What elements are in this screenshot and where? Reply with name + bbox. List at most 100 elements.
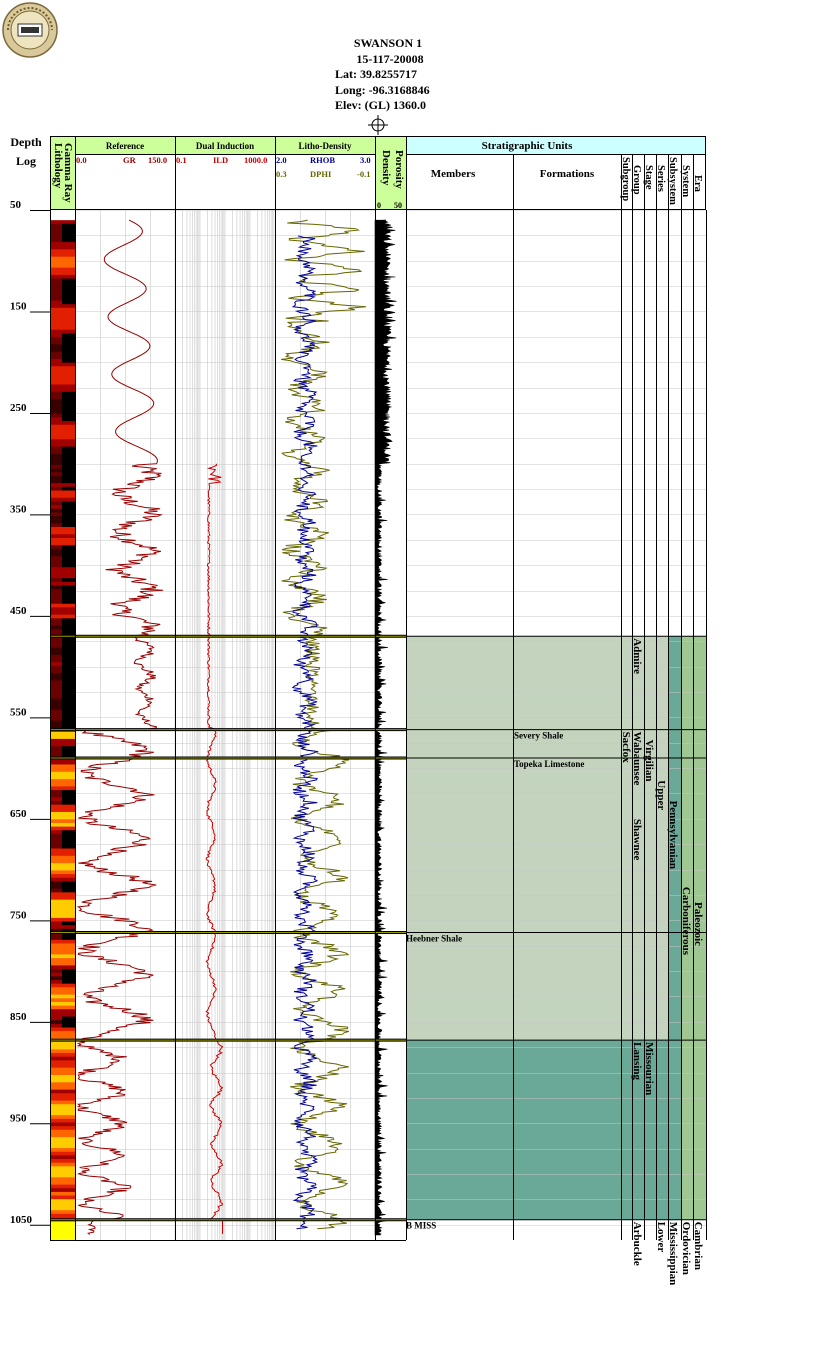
gamma-color-band: [51, 231, 62, 236]
gamma-color-band: [51, 351, 62, 356]
lithology-band: [62, 1074, 75, 1080]
gamma-color-band: [51, 906, 62, 912]
gamma-color-band: [51, 746, 62, 751]
gamma-color-band: [51, 841, 62, 846]
lithology-band: [62, 702, 75, 707]
lithology-band: [62, 695, 75, 700]
lithology-band: [62, 1122, 75, 1127]
gamma-color-band: [51, 706, 62, 711]
lithology-band: [62, 961, 75, 966]
lithology-band: [62, 530, 75, 535]
lithology-column: [51, 220, 75, 1240]
lithology-band: [62, 1009, 75, 1014]
gamma-color-band: [51, 987, 62, 992]
lithology-band: [62, 906, 75, 912]
lithology-band: [62, 527, 75, 532]
por-max-label: 50: [394, 201, 402, 210]
lithology-band: [62, 1005, 75, 1010]
track-header-band: [75, 136, 406, 154]
lithology-band: [62, 512, 75, 517]
gamma-color-band: [51, 764, 62, 769]
lithology-band: [62, 1107, 75, 1113]
lithology-band: [62, 318, 75, 323]
lithology-band: [62, 366, 75, 371]
gamma-color-band: [51, 753, 62, 758]
gamma-color-band: [51, 1159, 62, 1164]
lithology-band: [62, 267, 75, 272]
gamma-color-band: [51, 950, 62, 955]
lithology-band: [62, 479, 75, 484]
rhob-max-label: 3.0: [360, 155, 371, 165]
lithology-band: [62, 1202, 75, 1208]
subsystem-label: Pennsylvanian: [667, 801, 679, 869]
gamma-color-band: [51, 892, 62, 897]
gamma-color-band: [51, 983, 62, 988]
lithology-band: [62, 1180, 75, 1186]
porosity-header-cell: [375, 136, 406, 210]
ild-curve: [205, 463, 224, 1234]
lithology-band: [62, 687, 75, 692]
gamma-color-band: [51, 223, 62, 228]
lithology-band: [62, 972, 75, 977]
lithology-band: [62, 351, 75, 356]
lithology-band: [62, 782, 75, 787]
gamma-color-band: [51, 1053, 62, 1058]
gamma-color-band: [51, 1162, 62, 1167]
subgroup-header: Subgroup: [620, 157, 631, 201]
lithology-band: [62, 983, 75, 988]
lithology-band: [62, 435, 75, 440]
gamma-color-band: [51, 874, 62, 879]
lithology-band: [62, 1078, 75, 1083]
gamma-color-band: [51, 1115, 62, 1120]
lithology-band: [62, 1111, 75, 1116]
gamma-color-band: [51, 1049, 62, 1054]
lithology-band: [62, 822, 75, 828]
subgroup-label: Sacfox: [620, 732, 632, 764]
gamma-color-band: [51, 640, 62, 645]
lithology-band: [62, 797, 75, 802]
gamma-color-band: [51, 271, 62, 276]
gamma-color-band: [51, 760, 62, 765]
lithology-band: [62, 654, 75, 660]
lithology-band: [62, 629, 75, 634]
gamma-color-band: [51, 596, 62, 601]
lithology-band: [62, 958, 75, 963]
lithology-band: [62, 300, 75, 305]
ild-min-label: 0.1: [176, 155, 187, 165]
lithology-band: [62, 348, 75, 353]
lithology-band: [62, 925, 75, 930]
gamma-color-band: [51, 1195, 62, 1200]
lithology-band: [62, 450, 75, 455]
lithology-band: [62, 410, 75, 415]
gamma-color-band: [51, 917, 62, 923]
gamma-color-band: [51, 651, 62, 656]
gamma-color-band: [51, 322, 62, 327]
formation-label: Severy Shale: [514, 731, 563, 741]
lithology-band: [62, 1045, 75, 1050]
gamma-color-band: [51, 1111, 62, 1116]
lithology-band: [62, 939, 75, 944]
gamma-color-band: [51, 581, 62, 586]
lithology-band: [62, 322, 75, 327]
gamma-color-band: [51, 358, 62, 364]
gamma-color-band: [51, 479, 62, 484]
gamma-color-band: [51, 1085, 62, 1091]
gamma-color-band: [51, 424, 62, 429]
gamma-color-band: [51, 932, 62, 937]
gamma-color-band: [51, 833, 62, 839]
lithology-band: [62, 965, 75, 970]
lithology-band: [62, 636, 75, 641]
lithology-band: [62, 541, 75, 546]
lithology-band: [62, 307, 75, 312]
lithology-band: [62, 866, 75, 871]
gamma-color-band: [51, 738, 62, 744]
era-label: Paleozoic: [692, 902, 704, 946]
gamma-color-band: [51, 446, 62, 451]
lithology-band: [62, 377, 75, 382]
header-borders: [50, 136, 706, 210]
gamma-color-band: [51, 600, 62, 605]
lithology-band: [62, 651, 75, 656]
arbuckle-dolomite: [51, 1221, 75, 1240]
gamma-color-band: [51, 304, 62, 309]
lithology-band: [62, 713, 75, 718]
